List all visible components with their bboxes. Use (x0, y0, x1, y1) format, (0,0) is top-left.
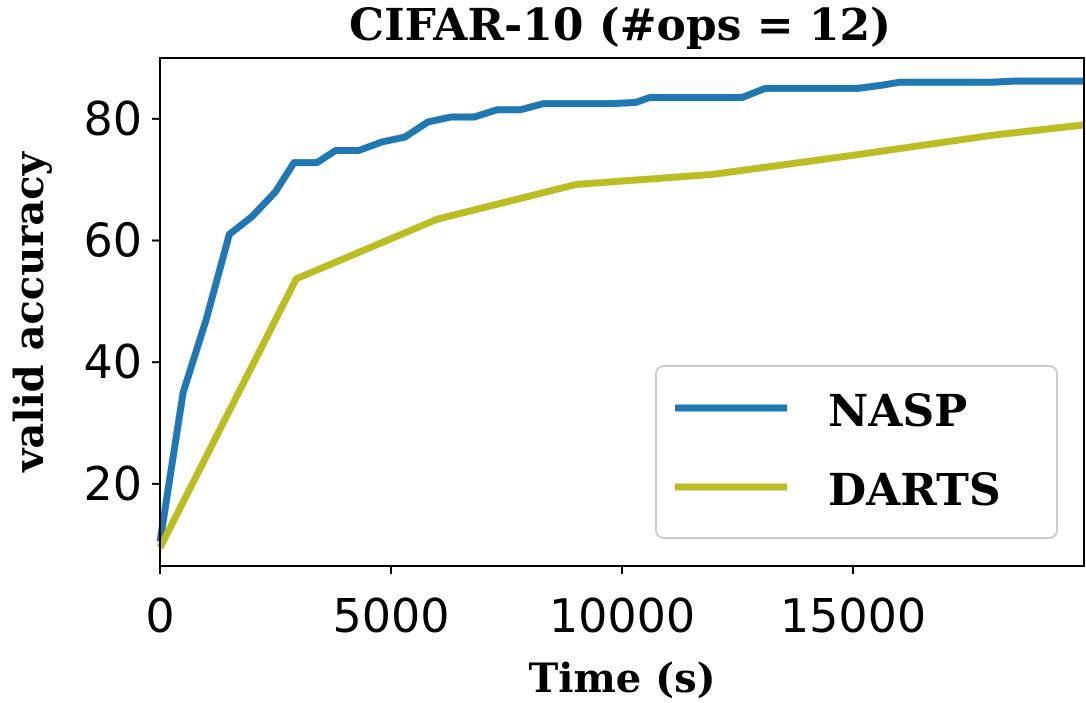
x-tick-label: 10000 (549, 589, 695, 643)
series-line-darts (156, 121, 1085, 550)
x-tick-label: 5000 (332, 589, 449, 643)
x-axis: 0 5000 10000 15000 (145, 566, 926, 643)
legend-label-darts: DARTS (828, 465, 1001, 516)
y-tick-label: 20 (83, 457, 142, 511)
y-tick-label: 60 (83, 214, 142, 268)
y-tick-label: 80 (83, 92, 142, 146)
x-tick-label: 0 (145, 589, 174, 643)
x-axis-label: Time (s) (528, 655, 715, 702)
legend: NASP DARTS (655, 365, 1058, 539)
legend-label-nasp: NASP (828, 386, 967, 437)
chart-title: CIFAR-10 (#ops = 12) (349, 0, 891, 51)
y-axis: 20 40 60 80 (83, 92, 160, 511)
y-axis-label: valid accuracy (6, 150, 53, 473)
series-line-nasp (156, 77, 1084, 543)
y-tick-label: 40 (83, 335, 142, 389)
series-layer (156, 77, 1085, 550)
x-tick-label: 15000 (780, 589, 926, 643)
